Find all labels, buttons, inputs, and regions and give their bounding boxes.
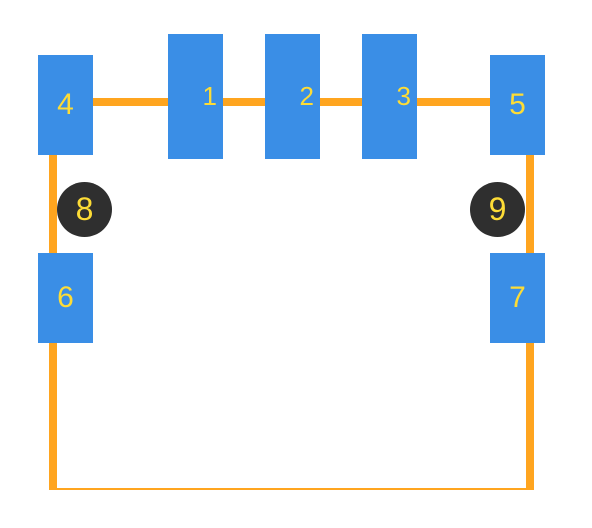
pad-6: 6 [38,253,93,343]
pad-1-label: 1 [203,81,223,112]
footprint-canvas: 1 2 3 4 5 6 7 8 9 [0,0,592,528]
pad-5-label: 5 [509,88,526,122]
pad-4-label: 4 [57,88,74,122]
pad-2: 2 [265,34,320,159]
pad-7-label: 7 [509,281,526,315]
pad-4: 4 [38,55,93,155]
pad-3-label: 3 [397,81,417,112]
hole-9: 9 [470,182,525,237]
pad-3: 3 [362,34,417,159]
pad-7: 7 [490,253,545,343]
hole-8: 8 [57,182,112,237]
hole-9-label: 9 [489,191,507,228]
pad-1: 1 [168,34,223,159]
pad-6-label: 6 [57,281,74,315]
pad-5: 5 [490,55,545,155]
hole-8-label: 8 [76,191,94,228]
pad-2-label: 2 [300,81,320,112]
